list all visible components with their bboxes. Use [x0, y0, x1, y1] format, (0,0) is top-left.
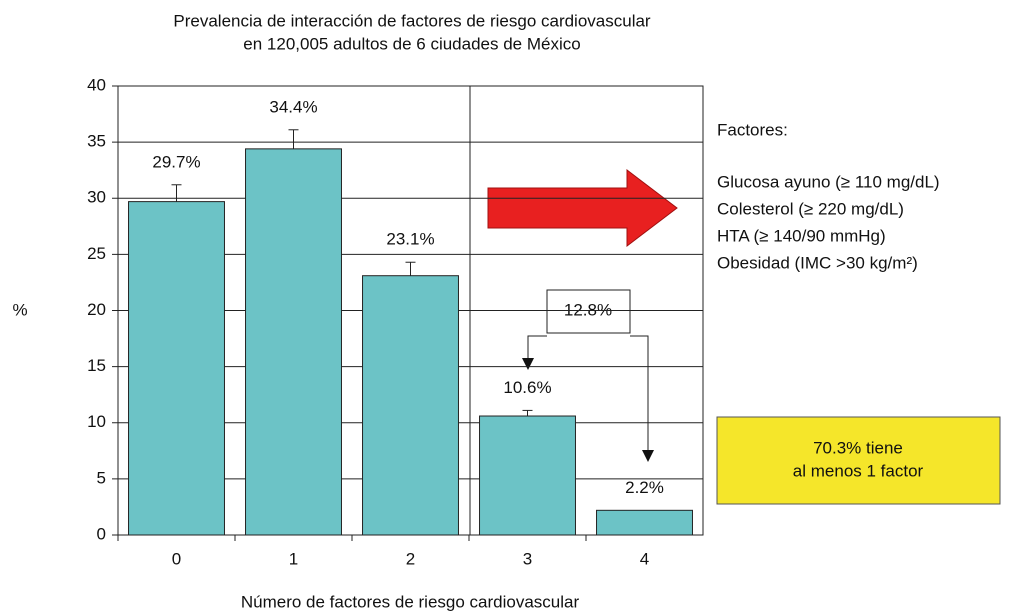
chart-title: en 120,005 adultos de 6 ciudades de Méxi…	[243, 34, 580, 53]
data-label: 10.6%	[503, 378, 551, 397]
x-tick-label: 1	[289, 549, 298, 568]
factor: Obesidad (IMC >30 kg/m²)	[717, 253, 918, 272]
bracket-label: 12.8%	[564, 300, 612, 319]
bracket	[522, 289, 654, 462]
x-tick-label: 3	[523, 549, 532, 568]
arrow	[487, 168, 678, 248]
y-tick-label: 15	[87, 356, 106, 375]
data-label: 2.2%	[625, 478, 664, 497]
y-tick-label: 0	[97, 524, 106, 543]
y-tick-label: 40	[87, 75, 106, 94]
bar	[479, 415, 576, 536]
y-tick-label: 35	[87, 132, 106, 151]
bar	[245, 148, 342, 536]
y-tick-label: 20	[87, 300, 106, 319]
x-tick-label: 4	[640, 549, 649, 568]
data-label: 23.1%	[386, 230, 434, 249]
data-label: 34.4%	[269, 97, 317, 116]
data-label: 29.7%	[152, 152, 200, 171]
y-tick-label: 30	[87, 188, 106, 207]
y-axis-label: %	[12, 300, 27, 319]
y-tick-label: 25	[87, 244, 106, 263]
x-axis-label: Número de factores de riesgo cardiovascu…	[241, 592, 580, 611]
summary: al menos 1 factor	[793, 461, 924, 480]
factor: Glucosa ayuno (≥ 110 mg/dL)	[717, 172, 940, 191]
x-tick-label: 2	[406, 549, 415, 568]
y-tick-label: 10	[87, 412, 106, 431]
factor: HTA (≥ 140/90 mmHg)	[717, 226, 886, 245]
summary-box	[716, 416, 1001, 505]
factors-title: Factores:	[717, 120, 788, 139]
summary: 70.3% tiene	[813, 438, 903, 457]
bar	[362, 275, 459, 536]
chart-title: Prevalencia de interacción de factores d…	[173, 11, 651, 30]
bar	[596, 509, 693, 536]
factor: Colesterol (≥ 220 mg/dL)	[717, 199, 904, 218]
y-tick-label: 5	[97, 468, 106, 487]
bar	[128, 201, 225, 536]
x-tick-label: 0	[172, 549, 181, 568]
